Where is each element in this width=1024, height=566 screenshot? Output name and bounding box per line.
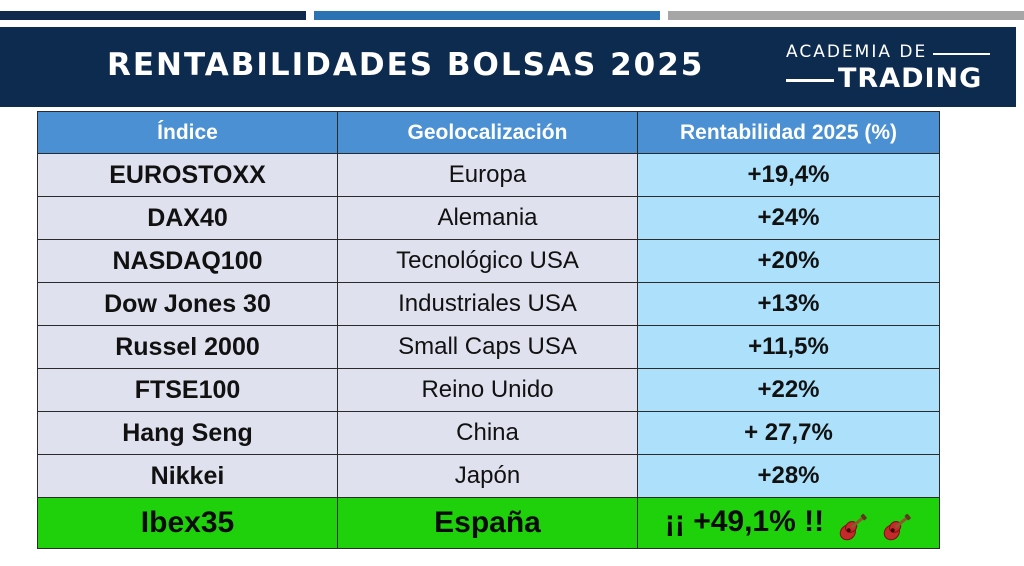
index-return: +24% <box>637 196 940 240</box>
logo-line <box>933 53 990 55</box>
highlight-index-name: Ibex35 <box>37 497 338 549</box>
index-geo: Tecnológico USA <box>337 239 638 283</box>
column-header-return: Rentabilidad 2025 (%) <box>637 111 940 154</box>
column-header-geo: Geolocalización <box>337 111 638 154</box>
logo-line <box>786 79 834 82</box>
top-stripe-blue <box>314 11 660 20</box>
column-header-index: Índice <box>37 111 338 154</box>
table-row: DAX40 Alemania +24% <box>37 196 940 240</box>
table-row: NASDAQ100 Tecnológico USA +20% <box>37 239 940 283</box>
index-return: + 27,7% <box>637 411 940 455</box>
table-row: FTSE100 Reino Unido +22% <box>37 368 940 412</box>
table-row: Dow Jones 30 Industriales USA +13% <box>37 282 940 326</box>
index-name: Nikkei <box>37 454 338 498</box>
index-geo: Reino Unido <box>337 368 638 412</box>
page-title: RENTABILIDADES BOLSAS 2025 <box>107 47 705 83</box>
index-geo: Europa <box>337 153 638 197</box>
guitar-icon <box>839 513 867 540</box>
index-return: +28% <box>637 454 940 498</box>
index-name: Hang Seng <box>37 411 338 455</box>
index-geo: Japón <box>337 454 638 498</box>
table-row: Nikkei Japón +28% <box>37 454 940 498</box>
index-name: NASDAQ100 <box>37 239 338 283</box>
title-banner: RENTABILIDADES BOLSAS 2025 ACADEMIA DE T… <box>0 27 1016 107</box>
table-row: EUROSTOXX Europa +19,4% <box>37 153 940 197</box>
index-name: FTSE100 <box>37 368 338 412</box>
highlight-row: Ibex35 España ¡¡ +49,1% !! <box>37 497 940 549</box>
index-name: EUROSTOXX <box>37 153 338 197</box>
table-header-row: Índice Geolocalización Rentabilidad 2025… <box>37 111 940 154</box>
academia-trading-logo: ACADEMIA DE TRADING <box>786 42 996 98</box>
index-name: DAX40 <box>37 196 338 240</box>
index-name: Russel 2000 <box>37 325 338 369</box>
index-return: +13% <box>637 282 940 326</box>
logo-bottom-text: TRADING <box>838 63 983 94</box>
highlight-index-geo: España <box>337 497 638 549</box>
top-stripe-grey <box>668 11 1024 20</box>
logo-top-text: ACADEMIA DE <box>786 42 928 62</box>
returns-table: Índice Geolocalización Rentabilidad 2025… <box>37 111 940 549</box>
top-stripe-navy <box>0 11 306 20</box>
index-geo: Small Caps USA <box>337 325 638 369</box>
index-geo: Alemania <box>337 196 638 240</box>
index-name: Dow Jones 30 <box>37 282 338 326</box>
index-return: +19,4% <box>637 153 940 197</box>
highlight-return-cell: ¡¡ +49,1% !! <box>637 497 940 549</box>
index-return: +20% <box>637 239 940 283</box>
index-geo: China <box>337 411 638 455</box>
guitar-icon <box>883 513 911 540</box>
table-row: Hang Seng China + 27,7% <box>37 411 940 455</box>
index-return: +11,5% <box>637 325 940 369</box>
index-geo: Industriales USA <box>337 282 638 326</box>
index-return: +22% <box>637 368 940 412</box>
highlight-return: ¡¡ +49,1% !! <box>664 505 825 539</box>
table-row: Russel 2000 Small Caps USA +11,5% <box>37 325 940 369</box>
